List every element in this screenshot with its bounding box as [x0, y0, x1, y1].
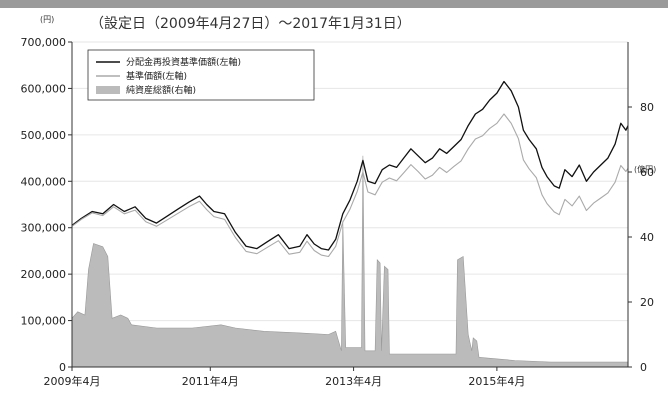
- left-tick-label-4: 400,000: [21, 175, 67, 188]
- axes: [71, 42, 629, 368]
- legend-swatch-2: [96, 86, 120, 94]
- right-tick-label-4: 80: [640, 101, 654, 114]
- left-tick-label-7: 700,000: [21, 36, 67, 49]
- x-tick-label-2: 2013年4月: [325, 374, 382, 388]
- x-axis-ticks: 2009年4月 2011年4月 2013年4月 2015年4月: [44, 367, 525, 388]
- left-axis-unit: (円): [40, 15, 54, 24]
- left-tick-label-3: 300,000: [21, 222, 67, 235]
- x-tick-label-3: 2015年4月: [468, 374, 525, 388]
- legend-label-2: 純資産総額(右軸): [126, 84, 196, 96]
- right-axis-ticks: 0 20 40 60 80: [628, 101, 654, 374]
- left-tick-label-6: 600,000: [21, 82, 67, 95]
- left-tick-label-0: 0: [59, 361, 66, 374]
- right-tick-label-1: 20: [640, 296, 654, 309]
- legend-box: [87, 49, 315, 101]
- legend-label-1: 基準価額(左軸): [126, 70, 187, 82]
- series-1-line: [71, 113, 629, 258]
- x-tick-label-0: 2009年4月: [44, 374, 101, 388]
- legend: 分配金再投資基準価額(左軸) 基準価額(左軸) 純資産総額(右軸): [87, 49, 315, 101]
- left-tick-label-5: 500,000: [21, 129, 67, 142]
- header-strip: [0, 0, 668, 8]
- x-tick-label-1: 2011年4月: [182, 374, 239, 388]
- series-0-line: [71, 80, 629, 251]
- chart-title: （設定日（2009年4月27日）～2017年1月31日）: [90, 16, 411, 32]
- left-tick-label-1: 100,000: [21, 315, 67, 328]
- line-layer: [71, 80, 629, 258]
- left-tick-label-2: 200,000: [21, 268, 67, 281]
- right-tick-label-0: 0: [640, 361, 647, 374]
- legend-label-0: 分配金再投資基準価額(左軸): [126, 56, 241, 68]
- left-axis-ticks: 0 100,000 200,000 300,000 400,000 500,000 600,…: [21, 36, 72, 374]
- series-2-area: [71, 155, 629, 368]
- area-layer: [71, 155, 629, 368]
- right-tick-label-2: 40: [640, 231, 654, 244]
- right-axis-unit: (億円): [634, 164, 656, 174]
- right-tick-label-3: 60: [640, 166, 654, 179]
